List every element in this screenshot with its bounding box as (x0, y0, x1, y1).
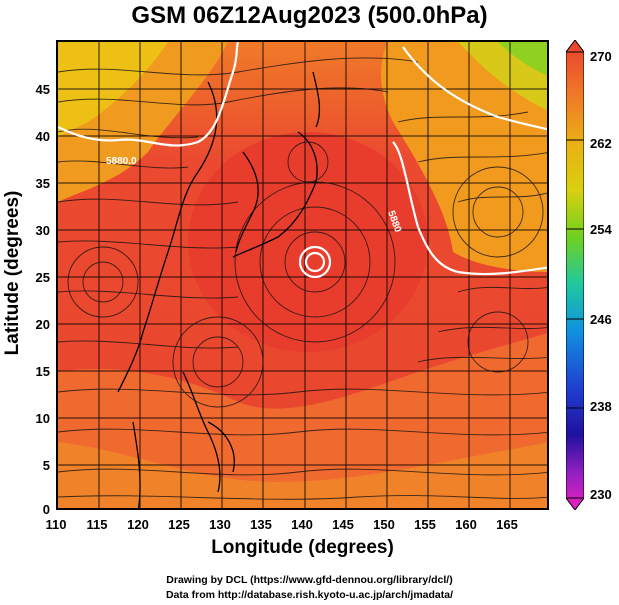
contour-label-west: 5880.0 (106, 156, 137, 167)
colorbar-tick: 254 (590, 222, 612, 237)
x-tick-label: 125 (168, 517, 190, 532)
x-axis-label: Longitude (degrees) (211, 537, 394, 558)
y-tick-label: 0 (42, 502, 50, 517)
y-tick-label: 10 (35, 411, 50, 426)
y-tick-label: 20 (35, 317, 50, 332)
x-tick-label: 160 (455, 517, 477, 532)
credit-line-1: Drawing by DCL (https://www.gfd-dennou.o… (166, 574, 453, 586)
x-tick-label: 130 (209, 517, 231, 532)
x-tick-label: 145 (332, 517, 354, 532)
temperature-field: 5880.0 5880 (58, 42, 547, 508)
x-tick-label: 115 (86, 517, 108, 532)
x-tick-label: 120 (127, 517, 149, 532)
colorbar-tick: 230 (590, 487, 612, 502)
x-tick-label: 140 (291, 517, 313, 532)
map-plot-area: 5880.0 5880 (56, 40, 549, 510)
map-title: GSM 06Z12Aug2023 (500.0hPa) (131, 2, 488, 29)
y-tick-label: 25 (35, 270, 50, 285)
colorbar-tick: 270 (590, 49, 612, 64)
credit-line-2: Data from http://database.rish.kyoto-u.a… (165, 589, 454, 601)
x-tick-label: 135 (250, 517, 272, 532)
colorbar-tick: 262 (590, 136, 612, 151)
y-axis-label: Latitude (degrees) (2, 190, 23, 356)
x-tick-label: 150 (373, 517, 395, 532)
colorbar-tick: 238 (590, 399, 612, 414)
y-tick-label: 30 (35, 223, 50, 238)
y-tick-label: 35 (35, 176, 50, 191)
colorbar (566, 40, 584, 510)
y-tick-label: 5 (42, 458, 50, 473)
y-tick-label: 45 (35, 82, 50, 97)
x-tick-label: 155 (414, 517, 436, 532)
colorbar-tick: 246 (590, 312, 612, 327)
y-tick-label: 15 (35, 364, 50, 379)
y-tick-label: 40 (35, 129, 50, 144)
x-tick-label: 165 (496, 517, 518, 532)
x-tick-label: 110 (45, 517, 67, 532)
